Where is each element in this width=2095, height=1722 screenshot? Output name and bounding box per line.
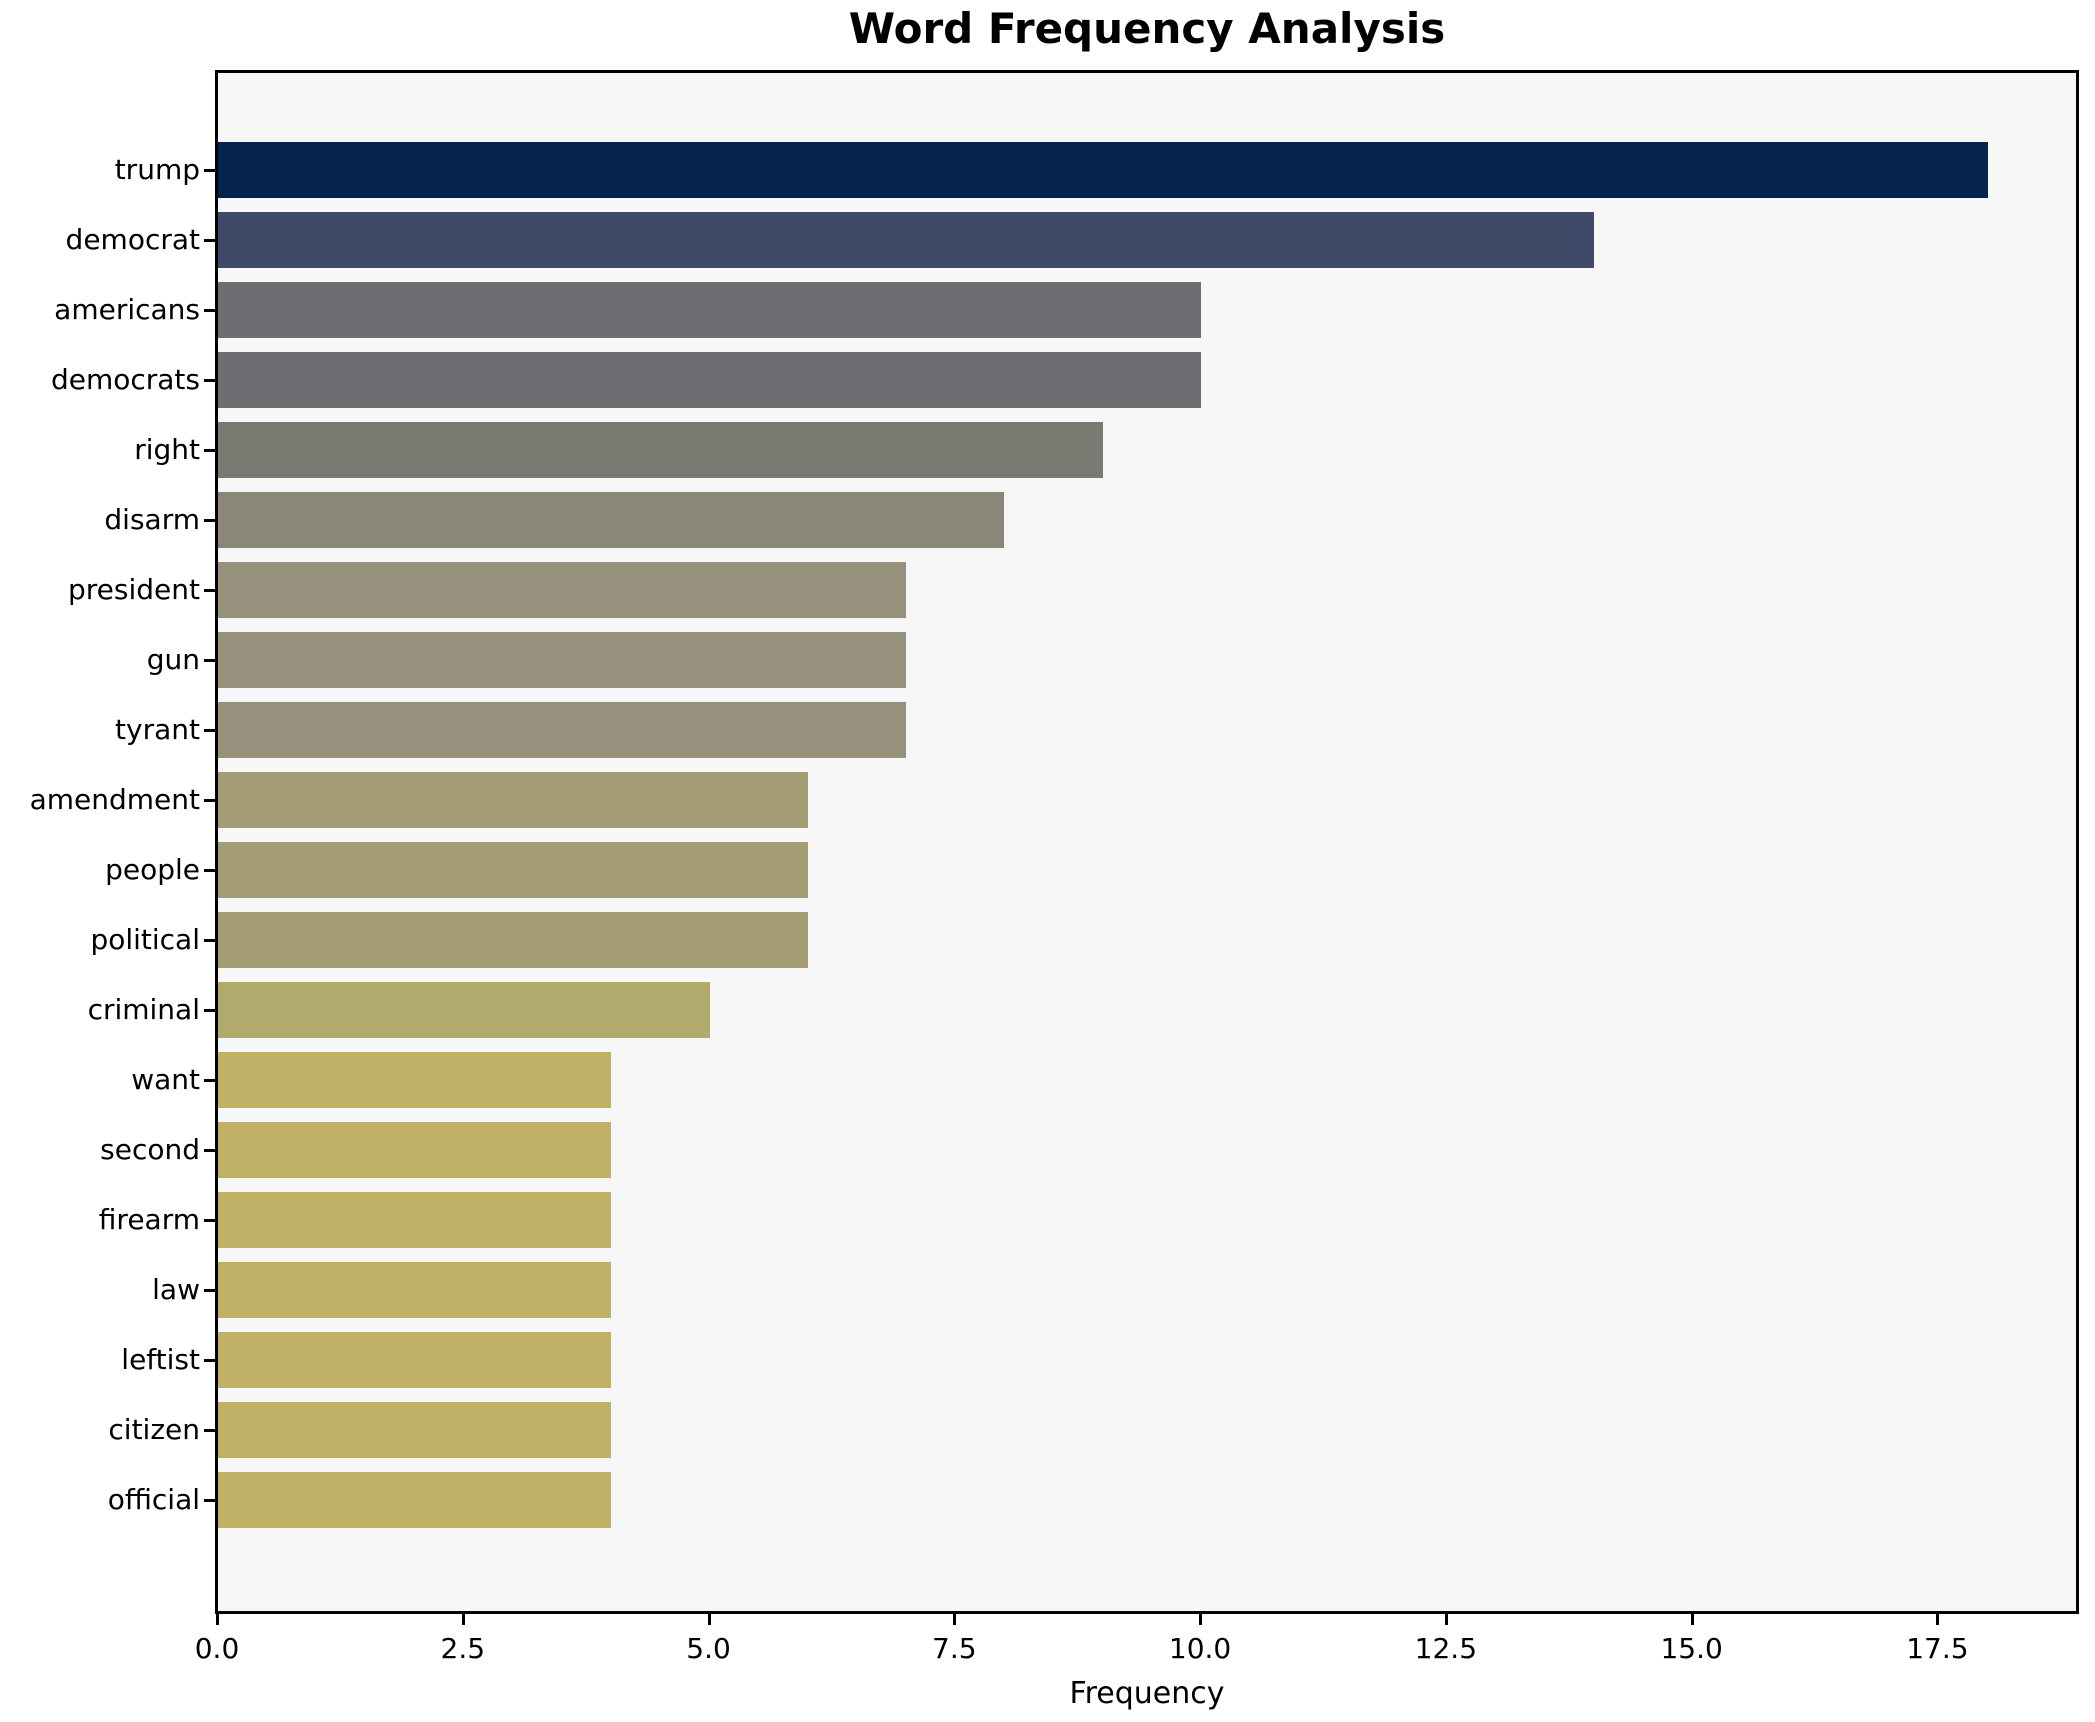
x-tick-mark xyxy=(707,1613,711,1625)
x-tick-label: 12.5 xyxy=(1414,1632,1478,1665)
x-tick-label: 15.0 xyxy=(1660,1632,1723,1665)
y-tick-label: president xyxy=(68,573,200,606)
bar-americans xyxy=(218,282,1201,338)
y-tick-mark xyxy=(204,869,216,872)
chart-title: Word Frequency Analysis xyxy=(848,4,1446,53)
x-tick-mark xyxy=(1690,1613,1694,1625)
y-tick-mark xyxy=(204,239,216,242)
y-tick-mark xyxy=(204,1499,216,1502)
y-tick-label: democrat xyxy=(65,223,200,256)
y-tick-mark xyxy=(204,1079,216,1082)
bar-democrat xyxy=(218,212,1594,268)
bar-democrats xyxy=(218,352,1201,408)
y-tick-mark xyxy=(204,449,216,452)
x-tick-mark xyxy=(1444,1613,1448,1625)
x-tick-label: 0.0 xyxy=(194,1632,240,1665)
y-tick-label: gun xyxy=(146,643,200,676)
bar-criminal xyxy=(218,982,710,1038)
bar-citizen xyxy=(218,1402,611,1458)
bar-official xyxy=(218,1472,611,1528)
y-tick-label: americans xyxy=(54,293,200,326)
y-tick-mark xyxy=(204,379,216,382)
spine-left xyxy=(215,70,218,1614)
bar-gun xyxy=(218,632,906,688)
y-tick-label: right xyxy=(134,433,200,466)
y-tick-mark xyxy=(204,659,216,662)
y-tick-label: citizen xyxy=(108,1413,200,1446)
spine-bottom xyxy=(215,1611,2079,1614)
x-tick-mark xyxy=(216,1613,219,1625)
x-tick-mark xyxy=(461,1613,465,1625)
y-tick-mark xyxy=(204,1219,216,1222)
bar-law xyxy=(218,1262,611,1318)
y-tick-mark xyxy=(204,589,216,592)
y-tick-label: law xyxy=(152,1273,200,1306)
y-tick-mark xyxy=(204,1429,216,1432)
y-tick-label: political xyxy=(90,923,200,956)
y-tick-label: disarm xyxy=(104,503,200,536)
bar-trump xyxy=(218,142,1988,198)
y-tick-label: trump xyxy=(114,153,200,186)
x-tick-label: 7.5 xyxy=(932,1632,977,1665)
y-tick-mark xyxy=(204,169,216,172)
x-tick-label: 17.5 xyxy=(1906,1632,1969,1665)
y-tick-label: tyrant xyxy=(115,713,200,746)
y-tick-label: amendment xyxy=(29,783,200,816)
y-tick-label: want xyxy=(131,1063,200,1096)
y-tick-mark xyxy=(204,519,216,522)
bar-political xyxy=(218,912,808,968)
bar-president xyxy=(218,562,906,618)
spine-right xyxy=(2076,70,2079,1614)
y-tick-label: criminal xyxy=(87,993,200,1026)
bar-disarm xyxy=(218,492,1004,548)
y-tick-label: leftist xyxy=(121,1343,200,1376)
y-tick-mark xyxy=(204,309,216,312)
bar-leftist xyxy=(218,1332,611,1388)
x-tick-label: 2.5 xyxy=(440,1632,486,1665)
x-tick-mark xyxy=(953,1613,957,1625)
spine-top xyxy=(215,70,2079,73)
y-tick-mark xyxy=(204,939,216,942)
y-tick-mark xyxy=(204,729,216,732)
y-tick-label: firearm xyxy=(98,1203,200,1236)
y-tick-label: second xyxy=(100,1133,200,1166)
x-axis-label: Frequency xyxy=(1069,1676,1225,1711)
y-tick-mark xyxy=(204,1289,216,1292)
x-tick-label: 10.0 xyxy=(1168,1632,1232,1665)
y-tick-label: people xyxy=(105,853,200,886)
y-tick-mark xyxy=(204,1359,216,1362)
x-tick-mark xyxy=(1936,1613,1940,1625)
bar-tyrant xyxy=(218,702,906,758)
bar-firearm xyxy=(218,1192,611,1248)
bar-right xyxy=(218,422,1103,478)
y-tick-label: official xyxy=(107,1483,200,1516)
y-tick-mark xyxy=(204,1009,216,1012)
bar-people xyxy=(218,842,808,898)
x-tick-label: 5.0 xyxy=(686,1632,731,1665)
bar-amendment xyxy=(218,772,808,828)
y-tick-mark xyxy=(204,799,216,802)
y-tick-label: democrats xyxy=(50,363,200,396)
y-tick-mark xyxy=(204,1149,216,1152)
bar-second xyxy=(218,1122,611,1178)
x-tick-mark xyxy=(1199,1613,1203,1625)
bar-want xyxy=(218,1052,611,1108)
